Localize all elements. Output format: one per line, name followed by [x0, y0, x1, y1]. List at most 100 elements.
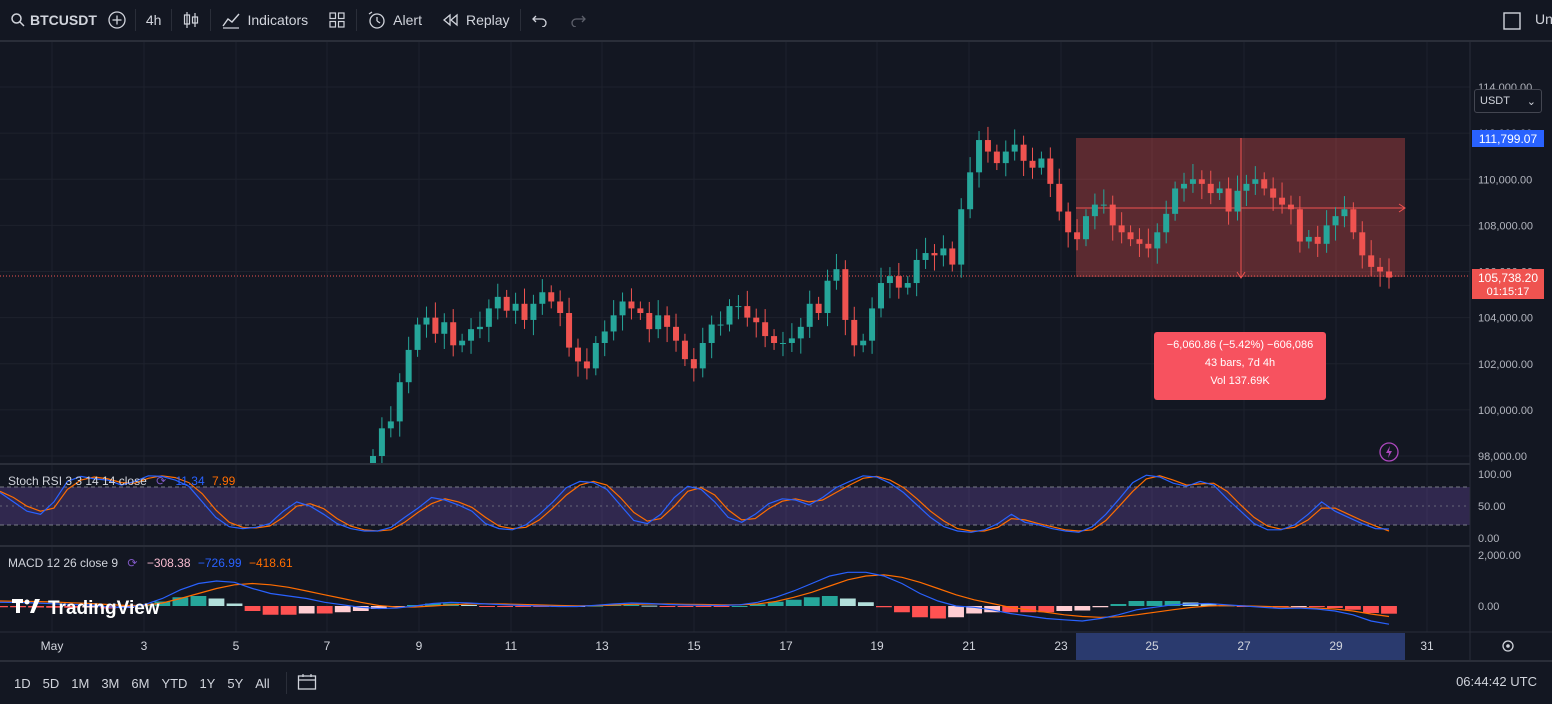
candle-up [958, 209, 965, 265]
fullscreen-button[interactable] [1502, 11, 1522, 34]
candle-up [370, 456, 376, 463]
candle-up [1082, 216, 1089, 240]
candle-down [1287, 204, 1294, 210]
candle-down [1127, 232, 1134, 240]
price-tick: 108,000.00 [1478, 220, 1533, 232]
range-all[interactable]: All [255, 675, 270, 691]
candle-up [1181, 183, 1188, 189]
macd-hist-bar [731, 606, 748, 607]
candle-down [842, 269, 849, 320]
candle-down [815, 303, 822, 314]
price-tick: 110,000.00 [1478, 174, 1532, 186]
toolbar-divider [171, 9, 173, 31]
candle-up [878, 283, 884, 309]
refresh-icon[interactable]: ⟳ [156, 474, 167, 488]
range-1y[interactable]: 1Y [199, 675, 216, 691]
macd-hist-bar [1002, 606, 1019, 613]
macd-hist-bar [262, 606, 279, 615]
candle-up [1002, 151, 1009, 164]
interval-button[interactable]: 4h [145, 12, 162, 28]
range-ytd[interactable]: YTD [161, 675, 188, 691]
macd-hist-bar [1146, 601, 1163, 606]
candle-up [459, 340, 466, 346]
price-tick: 104,000.00 [1478, 313, 1533, 325]
candle-up [1216, 188, 1223, 194]
replay-button[interactable]: Replay [432, 0, 520, 40]
candle-down [646, 313, 653, 330]
chart-type-button[interactable] [172, 0, 210, 40]
stoch-legend: Stoch RSI 3 3 14 14 close ⟳ 11.34 7.99 [8, 474, 235, 488]
layouts-button[interactable] [318, 0, 356, 40]
macd-hist-bar [1038, 606, 1055, 613]
candle-up [1305, 236, 1312, 242]
macd-hist-bar [425, 603, 441, 606]
range-5y[interactable]: 5Y [227, 675, 244, 691]
macd-hist-bar [930, 606, 946, 619]
macd-hist-bar [839, 598, 856, 606]
candle-down [1279, 197, 1286, 205]
macd-hist-bar [695, 606, 712, 607]
macd-hist-bar [785, 599, 802, 606]
candle-up [708, 324, 715, 343]
candle-down [637, 308, 644, 314]
candle-up [904, 283, 911, 288]
macd-hist-bar [298, 606, 315, 614]
candle-up [806, 303, 813, 327]
last-price-label: 105,738.20 [1478, 271, 1538, 285]
goto-date-button[interactable] [297, 673, 317, 694]
range-1d[interactable]: 1D [14, 675, 31, 691]
compare-button[interactable] [107, 0, 135, 40]
time-tick: 17 [779, 639, 793, 653]
top-toolbar: BTCUSDT 4h Indicators Alert Replay [0, 0, 1552, 42]
measure-bars: 43 bars, 7d 4h [1204, 357, 1276, 369]
candle-down [762, 322, 769, 337]
macd-hist-bar [749, 604, 766, 606]
price-tick: 100,000.00 [1478, 405, 1533, 417]
candle-up [619, 301, 626, 316]
macd-hist-bar [1363, 606, 1379, 613]
undo-button[interactable] [521, 0, 559, 40]
macd-hist-bar [912, 606, 928, 618]
gear-icon[interactable] [1502, 640, 1514, 652]
macd-hist-bar [226, 603, 243, 606]
candle-up [886, 276, 893, 284]
calendar-icon [297, 673, 317, 694]
toolbar-divider [285, 672, 287, 694]
candle-up [824, 280, 831, 314]
range-6m[interactable]: 6M [131, 675, 150, 691]
candle-down [1020, 144, 1027, 161]
macd-hist-bar [1345, 606, 1361, 610]
range-5d[interactable]: 5D [42, 675, 60, 691]
candle-up [494, 296, 501, 309]
toolbar-divider [519, 9, 521, 31]
range-1m[interactable]: 1M [71, 675, 90, 691]
indicators-button[interactable]: Indicators [211, 0, 318, 40]
candle-down [583, 361, 590, 369]
tradingview-logo[interactable]: TradingView [12, 598, 160, 620]
macd-hist-bar [46, 606, 63, 608]
currency-select[interactable]: USDT ⌄ [1474, 89, 1542, 113]
macd-line-value: −726.99 [197, 556, 242, 570]
range-3m[interactable]: 3M [101, 675, 120, 691]
alert-button[interactable]: Alert [357, 0, 432, 40]
unnamed-menu-label[interactable]: Un [1535, 11, 1552, 27]
candle-down [1029, 160, 1036, 168]
candles-layer [370, 126, 1392, 463]
candle-up [512, 303, 519, 311]
lightning-icon[interactable] [1379, 442, 1399, 462]
candle-up [1234, 190, 1241, 212]
candle-down [1056, 183, 1063, 212]
symbol-search-button[interactable]: BTCUSDT [0, 0, 107, 40]
time-tick: 5 [233, 639, 240, 653]
redo-button[interactable] [559, 0, 597, 40]
refresh-icon[interactable]: ⟳ [127, 556, 138, 570]
macd-hist-bar [966, 606, 983, 614]
candle-down [681, 340, 688, 360]
stoch-tick-50: 50.00 [1478, 501, 1506, 513]
alert-label: Alert [393, 12, 422, 28]
candle-up [485, 308, 492, 327]
candle-down [851, 319, 858, 346]
macd-hist-bar [641, 605, 658, 607]
chart-area[interactable]: May 3 5 7 9 11 13 15 17 19 21 23 25 27 29 31 114,000.00… [0, 42, 1552, 660]
clock-utc[interactable]: 06:44:42 UTC [1456, 674, 1537, 689]
